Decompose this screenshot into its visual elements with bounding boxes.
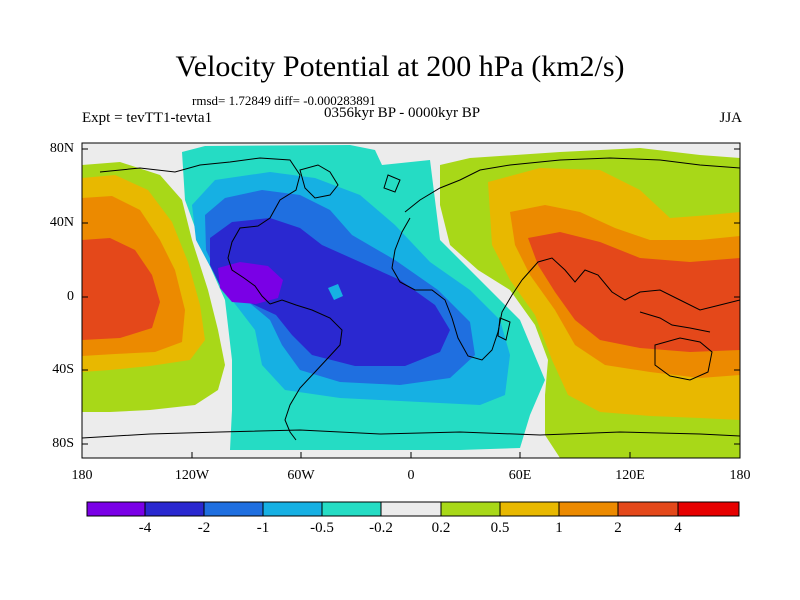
rmsd-diff-stats: rmsd= 1.72849 diff= -0.000283891: [192, 93, 376, 108]
contour-pos-2-west: [82, 238, 160, 340]
lon-label-180w: 180: [71, 468, 93, 483]
colorbar-label: -0.5: [310, 520, 334, 536]
colorbar-label: -1: [256, 520, 270, 536]
colorbar-box-5: [321, 501, 382, 517]
colorbar-label: -0.2: [369, 520, 393, 536]
colorbar-label: -2: [197, 520, 211, 536]
contour-pos-2: [528, 232, 740, 352]
lon-label-120w: 120W: [174, 468, 210, 483]
lon-label-60w: 60W: [287, 468, 315, 483]
colorbar-label: 0.5: [490, 520, 510, 536]
lat-tick-marks: [82, 148, 740, 445]
colorbar-box-9: [558, 501, 619, 517]
lat-label-40s: 40S: [52, 362, 74, 377]
colorbar-box-4: [262, 501, 323, 517]
colorbar-box-3: [203, 501, 264, 517]
colorbar-box-2: [144, 501, 205, 517]
colorbar-box-8: [499, 501, 560, 517]
lat-label-80n: 80N: [49, 141, 74, 156]
colorbar-box-6: [380, 501, 442, 517]
colorbar-box-10: [617, 501, 679, 517]
colorbar-box-11: [677, 501, 740, 517]
season-label: JJA: [719, 110, 742, 126]
contour-field: [82, 143, 740, 458]
lat-label-40n: 40N: [49, 215, 74, 230]
lon-label-60e: 60E: [508, 468, 532, 483]
colorbar-label: 0.2: [431, 520, 451, 536]
lon-label-120e: 120E: [615, 468, 645, 483]
colorbar-box-1: [86, 501, 146, 517]
colorbar-label: 1: [555, 520, 563, 536]
colorbar: [86, 501, 740, 517]
lon-label-180e: 180: [729, 468, 751, 483]
colorbar-label: -4: [138, 520, 152, 536]
contour-neg-0.5-patch: [328, 284, 343, 300]
lon-label-0: 0: [407, 468, 415, 483]
period-label: 0356kyr BP - 0000kyr BP: [323, 105, 481, 121]
lat-label-0: 0: [67, 289, 74, 304]
colorbar-box-7: [440, 501, 501, 517]
coastlines: [82, 157, 740, 441]
experiment-label: Expt = tevTT1-tevta1: [82, 110, 213, 126]
colorbar-label: 2: [614, 520, 622, 536]
colorbar-label: 4: [674, 520, 682, 536]
lat-label-80s: 80S: [52, 436, 74, 451]
lon-tick-marks: [81, 452, 741, 458]
map-title: Velocity Potential at 200 hPa (km2/s): [175, 50, 625, 83]
